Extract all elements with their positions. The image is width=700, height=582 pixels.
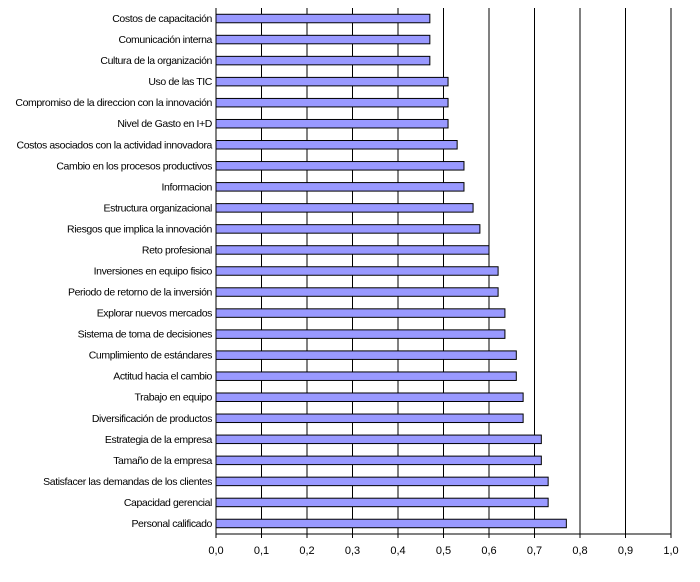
x-tick-label: 0,2 <box>299 545 314 557</box>
bar <box>215 245 490 255</box>
bar <box>215 266 499 276</box>
x-tick-label: 0,3 <box>345 545 360 557</box>
category-label: Actitud hacia el cambio <box>113 371 212 383</box>
category-label: Trabajo en equipo <box>135 392 213 404</box>
category-label: Costos de capacitación <box>112 13 212 25</box>
category-label: Tamaño de la empresa <box>113 455 212 467</box>
bar <box>215 413 524 424</box>
bar <box>215 118 449 129</box>
x-tick-label: 1,0 <box>663 545 678 557</box>
x-tick-label: 0,9 <box>618 545 633 557</box>
bar <box>215 182 465 192</box>
bar <box>215 392 524 402</box>
category-label: Riesgos que implica la innovación <box>67 223 213 235</box>
bar <box>215 161 465 171</box>
bar <box>215 140 458 150</box>
bar <box>215 434 542 445</box>
category-label: Cultura de la organización <box>100 55 212 67</box>
x-tick-label: 0,6 <box>481 545 496 557</box>
bar <box>215 518 567 529</box>
category-label: Cumplimiento de estándares <box>89 350 212 362</box>
category-label: Uso de las TIC <box>148 76 212 88</box>
bar <box>215 476 549 487</box>
bar <box>215 34 431 45</box>
category-label: Costos asociados con la actividad innova… <box>17 139 213 151</box>
bar <box>215 371 517 381</box>
category-label: Nivel de Gasto en I+D <box>117 118 212 130</box>
bar <box>215 97 449 108</box>
bar <box>215 350 517 360</box>
category-label: Compromiso de la direccion con la innova… <box>15 97 212 109</box>
bar <box>215 497 549 508</box>
category-label: Personal calificado <box>131 518 212 530</box>
category-label: Sistema de toma de decisiones <box>78 329 212 341</box>
bar <box>215 287 499 297</box>
x-tick-label: 0,5 <box>436 545 451 557</box>
bar <box>215 203 474 213</box>
category-labels: Costos de capacitación Comunicación inter… <box>15 13 213 530</box>
bar <box>215 329 506 339</box>
category-label: Estrategia de la empresa <box>105 434 213 446</box>
bars <box>215 13 567 529</box>
category-label: Informacion <box>162 181 213 193</box>
category-label: Reto profesional <box>142 244 212 256</box>
bar <box>215 455 542 466</box>
x-tick-label: 0,8 <box>572 545 587 557</box>
x-tick-label: 0,4 <box>390 545 405 557</box>
category-label: Cambio en los procesos productivos <box>56 160 212 172</box>
category-label: Satisfacer las demandas de los clientes <box>43 476 212 488</box>
category-label: Diversificación de productos <box>92 413 212 425</box>
bar <box>215 55 431 66</box>
category-label: Explorar nuevos mercados <box>97 308 212 320</box>
bar <box>215 76 449 87</box>
bar <box>215 308 506 318</box>
category-label: Capacidad gerencial <box>124 497 212 509</box>
bar <box>215 13 431 24</box>
category-label: Estructura organizacional <box>104 202 213 214</box>
x-tick-label: 0,0 <box>208 545 223 557</box>
category-label: Inversiones en equipo fisico <box>94 266 213 278</box>
x-tick-labels: 0,0 0,1 0,2 0,3 0,4 0,5 0,6 0,7 0,8 0,9 1,0 <box>208 545 678 557</box>
category-label: Periodo de retorno de la inversión <box>68 287 213 299</box>
x-tick-label: 0,7 <box>527 545 542 557</box>
x-tick-label: 0,1 <box>254 545 269 557</box>
category-label: Comunicación interna <box>118 34 212 46</box>
bar <box>215 224 481 234</box>
